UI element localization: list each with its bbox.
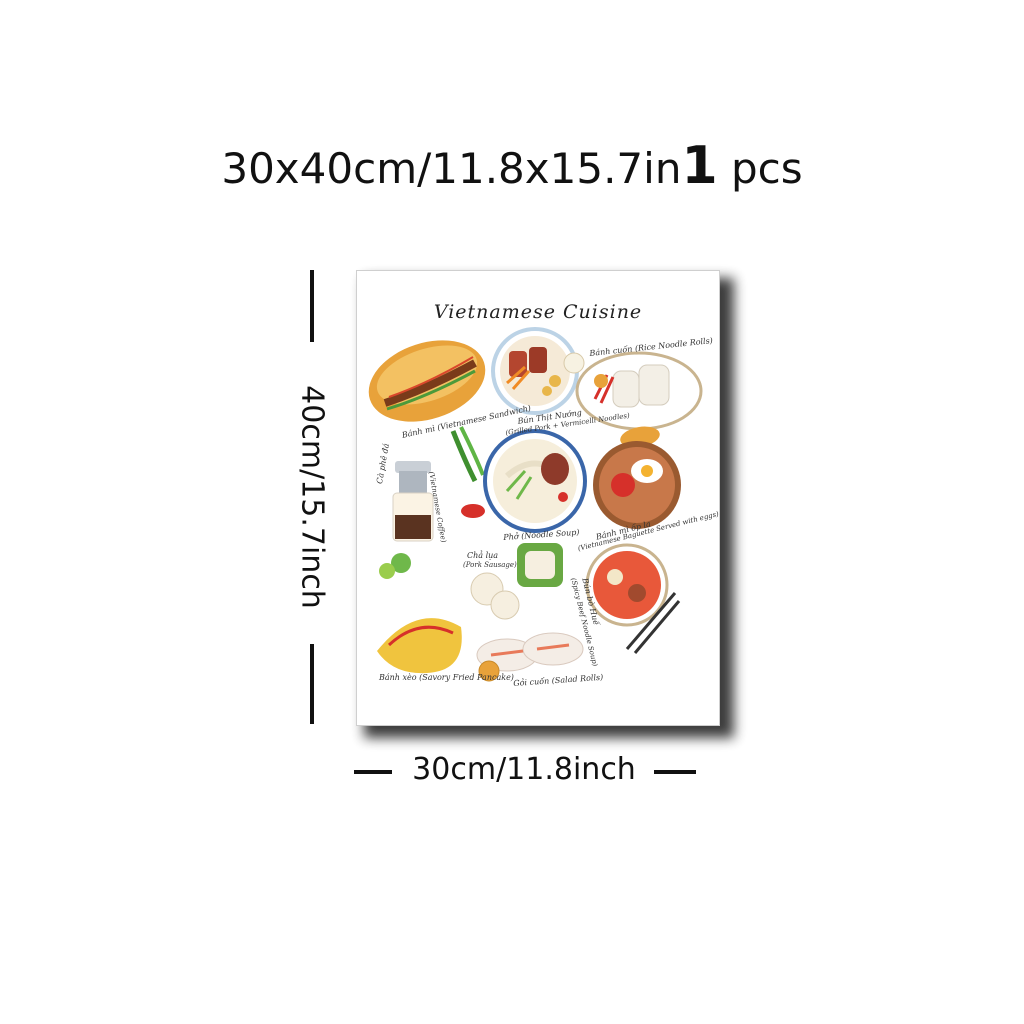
label-banh-xeo: Bánh xèo (Savory Fried Pancake): [379, 673, 514, 682]
width-dimension-right-dash: [654, 770, 696, 774]
quantity-unit: pcs: [730, 144, 803, 193]
poster-canvas: Vietnamese Cuisine: [356, 270, 720, 726]
cha-lua-illustration: [470, 543, 563, 620]
bun-bo-hue-illustration: [585, 543, 681, 654]
size-headline: 30x40cm/11.8x15.7in1 pcs: [0, 140, 1024, 195]
poster-title: Vietnamese Cuisine: [433, 301, 643, 323]
width-dimension: 30cm/11.8inch: [352, 748, 696, 796]
herbs-illustration: [450, 426, 485, 518]
height-dimension: 40cm/15.7inch: [288, 270, 336, 724]
pho-illustration: [483, 429, 587, 533]
height-dimension-top-bar: [310, 270, 314, 342]
goi-cuon-illustration: [476, 632, 584, 682]
label-cha-lua: Chả lụa: [467, 551, 499, 560]
ca-phe-da-illustration: [392, 461, 434, 542]
bun-thit-nuong-illustration: [491, 327, 585, 415]
height-dimension-bottom-bar: [310, 644, 314, 724]
poster-illustration: [368, 327, 703, 682]
size-text: 30x40cm/11.8x15.7in: [221, 144, 682, 193]
width-dimension-label: 30cm/11.8inch: [412, 752, 636, 787]
width-dimension-left-dash: [354, 770, 392, 774]
height-dimension-label: 40cm/15.7inch: [294, 385, 330, 609]
quantity-number: 1: [681, 136, 718, 196]
label-cha-lua-sub: (Pork Sausage): [463, 561, 517, 569]
banh-mi-op-la-illustration: [593, 426, 681, 529]
banh-xeo-illustration: [377, 553, 462, 674]
banh-mi-illustration: [368, 340, 486, 422]
